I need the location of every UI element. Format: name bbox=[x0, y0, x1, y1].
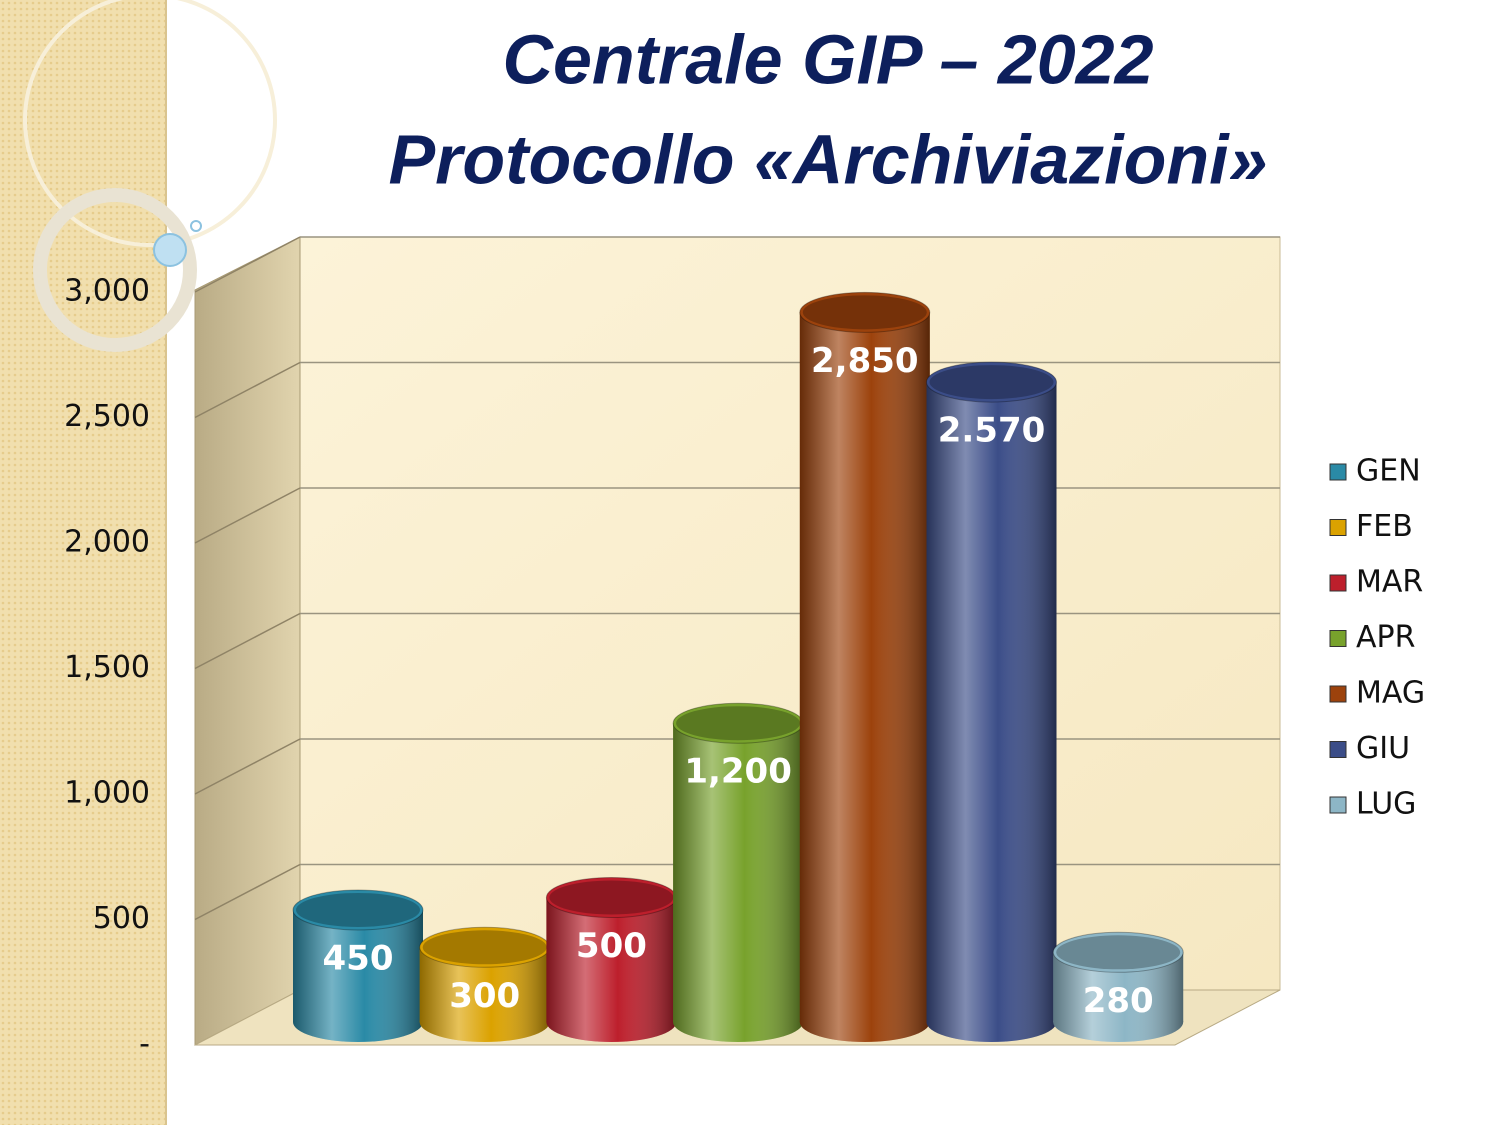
bar-top-shade bbox=[1056, 935, 1181, 970]
bar-top-shade bbox=[802, 295, 927, 330]
chart-title: Centrale GIP – 2022 bbox=[502, 20, 1153, 98]
legend-label: LUG bbox=[1356, 787, 1416, 822]
y-tick-label: 1,500 bbox=[64, 650, 150, 685]
legend-swatch bbox=[1329, 519, 1347, 536]
value-label: 500 bbox=[576, 926, 647, 966]
value-label: 280 bbox=[1083, 981, 1154, 1021]
side-strip bbox=[0, 0, 165, 1125]
legend-swatch bbox=[1329, 574, 1347, 592]
bar-top bbox=[799, 291, 931, 333]
decor-bubble bbox=[190, 220, 202, 232]
y-tick-label: - bbox=[139, 1027, 150, 1062]
y-tick-label: 2,500 bbox=[64, 399, 150, 434]
legend-swatch bbox=[1329, 463, 1347, 481]
decor-ring bbox=[33, 188, 197, 352]
grid-line bbox=[194, 487, 301, 544]
bar-shade bbox=[673, 723, 804, 1022]
legend-swatch bbox=[1329, 796, 1347, 814]
legend-label: GIU bbox=[1356, 731, 1410, 766]
bar-top bbox=[292, 889, 424, 931]
plot: - 500 1,000 1,500 2,000 2,500 3,000 450 GEN 300 FE… bbox=[64, 236, 1425, 1062]
bar-shade bbox=[546, 897, 677, 1022]
legend-swatch bbox=[1329, 630, 1347, 647]
decor-bubble bbox=[153, 233, 187, 267]
grid-line bbox=[194, 612, 301, 670]
legend-label: APR bbox=[1356, 620, 1415, 655]
legend-label: GEN bbox=[1356, 454, 1421, 489]
legend-label: MAR bbox=[1356, 565, 1423, 600]
legend-swatch bbox=[1329, 685, 1347, 703]
bar-top bbox=[926, 361, 1057, 403]
grid-line bbox=[194, 236, 301, 293]
value-label: 2.570 bbox=[938, 411, 1046, 451]
y-tick-label: 3,000 bbox=[64, 274, 150, 309]
bar-top-shade bbox=[929, 365, 1054, 400]
bar-shade bbox=[926, 382, 1057, 1022]
bar-top-shade bbox=[422, 930, 547, 965]
grid-line bbox=[194, 738, 301, 795]
grid-line bbox=[194, 863, 301, 921]
legend-label: FEB bbox=[1356, 509, 1413, 544]
value-label: 450 bbox=[323, 938, 394, 978]
grid-line bbox=[194, 361, 301, 419]
bar-top-shade bbox=[549, 880, 674, 915]
y-tick-label: 500 bbox=[93, 901, 150, 936]
bar-top bbox=[1052, 931, 1184, 973]
bar-top-shade bbox=[676, 706, 801, 741]
y-tick-label: 2,000 bbox=[64, 525, 150, 560]
value-label: 2,850 bbox=[811, 341, 919, 381]
y-tick-label: 1,000 bbox=[64, 776, 150, 811]
value-label: 1,200 bbox=[684, 752, 792, 792]
legend-swatch bbox=[1329, 741, 1347, 758]
chart-subtitle: Protocollo «Archiviazioni» bbox=[388, 120, 1267, 198]
decor-circle bbox=[23, 0, 277, 247]
bar-shade bbox=[799, 312, 930, 1023]
value-label: 300 bbox=[449, 976, 520, 1016]
legend-label: MAG bbox=[1356, 676, 1425, 711]
bar-top-shade bbox=[296, 892, 420, 927]
